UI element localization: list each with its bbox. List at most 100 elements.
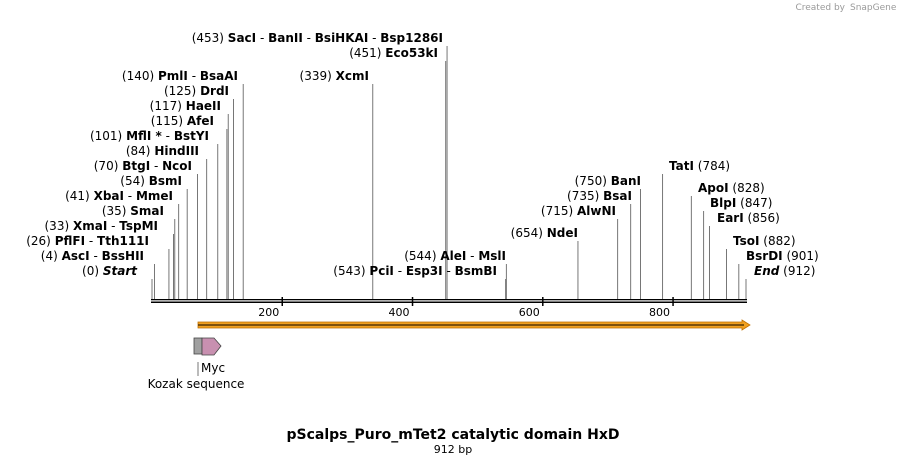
enzyme-name: XbaI [94, 189, 124, 203]
enzyme-name: AfeI [187, 114, 214, 128]
enzyme-name: TatI [669, 159, 694, 173]
name-separator: - [124, 189, 136, 203]
cut-site-label-banI[interactable]: (750) BanI [575, 174, 641, 188]
cut-site-label-haeII[interactable]: (117) HaeII [150, 99, 221, 113]
cut-site-label-mflI[interactable]: (101) MflI * - BstYI [90, 129, 209, 143]
enzyme-name: PflFI [55, 234, 85, 248]
cut-site-position: (828) [732, 181, 764, 195]
cut-site-label-btgI[interactable]: (70) BtgI - NcoI [94, 159, 192, 173]
cut-site-label-alwNI[interactable]: (715) AlwNI [541, 204, 616, 218]
cut-site-label-ndeI[interactable]: (654) NdeI [511, 226, 578, 240]
enzyme-name: NcoI [162, 159, 192, 173]
cut-site-position: (847) [740, 196, 772, 210]
enzyme-name: BssHII [102, 249, 144, 263]
features-track: Kozak sequence Myc [148, 319, 751, 391]
axis-tick-label: 200 [258, 306, 279, 319]
cut-site-position: (901) [786, 249, 818, 263]
enzyme-name: DrdI [200, 84, 229, 98]
enzyme-name: HaeII [186, 99, 221, 113]
cut-site-position: (125) [164, 84, 196, 98]
cut-site-label-smaI[interactable]: (35) SmaI [102, 204, 164, 218]
snapgene-logo: SnapGene [850, 3, 897, 13]
enzyme-name: BtgI [122, 159, 150, 173]
enzyme-name: BlpI [710, 196, 736, 210]
cut-site-position: (26) [26, 234, 51, 248]
cut-site-label-bsaI[interactable]: (735) BsaI [567, 189, 632, 203]
cut-site-position: (41) [65, 189, 90, 203]
axis-tick-label: 400 [389, 306, 410, 319]
cut-site-labels: (0) Start(4) AscI - BssHII(26) PflFI - T… [26, 31, 819, 278]
cut-site-label-xmaI[interactable]: (33) XmaI - TspMI [45, 219, 159, 233]
cut-site-label-ascI[interactable]: (4) AscI - BssHII [41, 249, 144, 263]
cut-site-position: (750) [575, 174, 607, 188]
cut-site-label-hindIII[interactable]: (84) HindIII [126, 144, 199, 158]
enzyme-name: XmaI [73, 219, 107, 233]
enzyme-name: BsaAI [200, 69, 238, 83]
cut-site-label-bsmI[interactable]: (54) BsmI [120, 174, 182, 188]
axis-ticks: 200 400 600 800 [258, 297, 674, 319]
name-separator: - [188, 69, 200, 83]
kozak-box[interactable] [193, 337, 203, 355]
name-separator: - [303, 31, 315, 45]
cut-site-label-start[interactable]: (0) Start [82, 264, 138, 278]
enzyme-name: BsrDI [746, 249, 783, 263]
enzyme-name: AleI [440, 249, 466, 263]
name-separator: - [394, 264, 406, 278]
cut-site-position: (544) [404, 249, 436, 263]
cut-site-label-pclI[interactable]: (543) PciI - Esp3I - BsmBI [333, 264, 497, 278]
enzyme-name: Esp3I [406, 264, 443, 278]
cut-site-position: (54) [120, 174, 145, 188]
cut-site-label-afeI[interactable]: (115) AfeI [151, 114, 214, 128]
cut-site-label-tsoI[interactable]: TsoI (882) [733, 234, 796, 248]
enzyme-name: TspMI [119, 219, 158, 233]
cut-site-label-earI[interactable]: EarI (856) [717, 211, 780, 225]
cut-site-position: (912) [783, 264, 815, 278]
cut-site-label-blpI[interactable]: BlpI (847) [710, 196, 772, 210]
cut-site-position: (4) [41, 249, 58, 263]
enzyme-name: Eco53kI [385, 46, 438, 60]
enzyme-name: BsiHKAI [315, 31, 369, 45]
backbone-strand-gap [151, 300, 747, 302]
map-title: pScalps_Puro_mTet2 catalytic domain HxD [287, 427, 620, 443]
enzyme-name: MslI [478, 249, 506, 263]
cut-site-label-drdI[interactable]: (125) DrdI [164, 84, 229, 98]
cut-site-lines [151, 46, 747, 299]
name-separator: - [162, 129, 174, 143]
enzyme-name: TsoI [733, 234, 759, 248]
cut-site-position: (453) [192, 31, 224, 45]
cut-site-label-sacI[interactable]: (453) SacI - BanII - BsiHKAI - Bsp1286I [192, 31, 443, 45]
cut-site-label-end[interactable]: End (912) [754, 264, 815, 278]
cut-site-position: (654) [511, 226, 543, 240]
kozak-label: Kozak sequence [148, 377, 245, 391]
cut-site-label-xbaI[interactable]: (41) XbaI - MmeI [65, 189, 173, 203]
name-separator: - [256, 31, 268, 45]
cut-site-position: (70) [94, 159, 119, 173]
enzyme-name: NdeI [547, 226, 578, 240]
enzyme-name: BstYI [174, 129, 209, 143]
enzyme-name: End [754, 264, 780, 278]
myc-arrow[interactable] [201, 337, 222, 356]
cut-site-position: (715) [541, 204, 573, 218]
map-length: 912 bp [434, 443, 472, 456]
cut-site-label-pflfI[interactable]: (26) PflFI - Tth111I [26, 234, 149, 248]
cut-site-label-eco53kI[interactable]: (451) Eco53kI [349, 46, 438, 60]
cut-site-position: (117) [150, 99, 182, 113]
cut-site-label-tatI[interactable]: TatI (784) [669, 159, 730, 173]
cut-site-position: (0) [82, 264, 99, 278]
cut-site-position: (101) [90, 129, 122, 143]
enzyme-name: BsaI [603, 189, 632, 203]
name-separator: - [443, 264, 455, 278]
cut-site-position: (140) [122, 69, 154, 83]
enzyme-name: BsmBI [455, 264, 497, 278]
cut-site-label-aleI[interactable]: (544) AleI - MslI [404, 249, 506, 263]
cut-site-label-xcmI[interactable]: (339) XcmI [300, 69, 369, 83]
axis-tick-label: 800 [649, 306, 670, 319]
cut-site-label-apoI[interactable]: ApoI (828) [698, 181, 765, 195]
credit-prefix: Created by [795, 3, 845, 13]
cut-site-position: (33) [45, 219, 70, 233]
cut-site-position: (543) [333, 264, 365, 278]
enzyme-name: Start [103, 264, 138, 278]
enzyme-name: BsmI [149, 174, 182, 188]
cut-site-label-bsrDI[interactable]: BsrDI (901) [746, 249, 819, 263]
cut-site-label-pmlI[interactable]: (140) PmlI - BsaAI [122, 69, 238, 83]
